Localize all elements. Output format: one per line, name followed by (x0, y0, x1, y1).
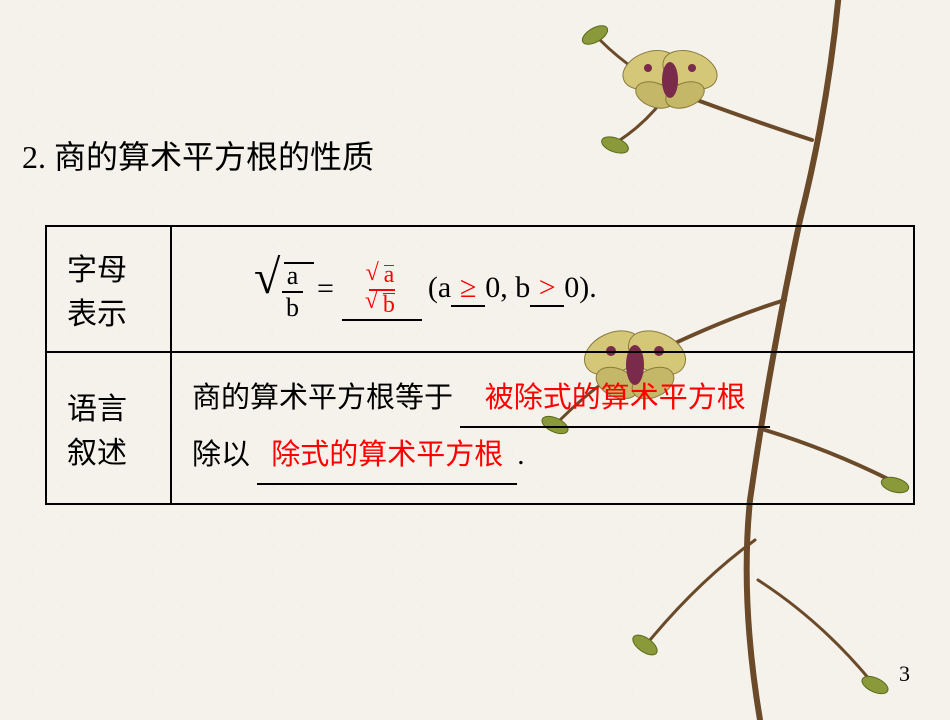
blank-fill-2: 除式的算术平方根 (257, 428, 517, 485)
blank-answer-fraction: a b (342, 258, 422, 321)
table-row: 字母 表示 √ a b = a b (a≥0 (46, 226, 914, 352)
math-expression: √ a b = a b (a ≥0, b >0). (282, 258, 597, 321)
gt-symbol: > (539, 271, 556, 304)
desc-text-2: 除以 (192, 439, 257, 471)
numerator-a: a (283, 263, 303, 291)
geq-symbol: ≥ (460, 271, 476, 304)
section-heading: 2. 商的算术平方根的性质 (22, 132, 374, 178)
row2-content: 商的算术平方根等于 被除式的算术平方根 除以 除式的算术平方根. (171, 352, 914, 504)
cond-close: 0). (564, 271, 597, 304)
row1-label: 字母 表示 (46, 226, 171, 352)
sqrt-symbol: √ a b (282, 258, 303, 321)
fill-2-answer: 除式的算术平方根 (271, 439, 503, 471)
properties-table: 字母 表示 √ a b = a b (a≥0 (45, 225, 915, 505)
cond-mid: 0, b (485, 271, 530, 304)
row1-content: √ a b = a b (a ≥0, b >0). (171, 226, 914, 352)
row2-label: 语言 叙述 (46, 352, 171, 504)
condition-text: (a ≥0, b >0). (428, 271, 597, 307)
table-row: 语言 叙述 商的算术平方根等于 被除式的算术平方根 除以 除式的算术平方根. (46, 352, 914, 504)
desc-text-1: 商的算术平方根等于 (192, 382, 460, 414)
period: . (517, 439, 524, 471)
equals-sign: = (317, 272, 334, 306)
page-number: 3 (899, 661, 910, 687)
fill-1-answer: 被除式的算术平方根 (485, 382, 746, 414)
fraction-ab: a b (282, 263, 303, 321)
denominator-b: b (282, 291, 303, 321)
answer-sqrt-fraction: a b (369, 263, 395, 317)
sqrt-a: a (370, 263, 395, 289)
cond-open: (a (428, 271, 451, 304)
sqrt-b: b (369, 289, 395, 317)
blank-fill-1: 被除式的算术平方根 (460, 371, 770, 428)
